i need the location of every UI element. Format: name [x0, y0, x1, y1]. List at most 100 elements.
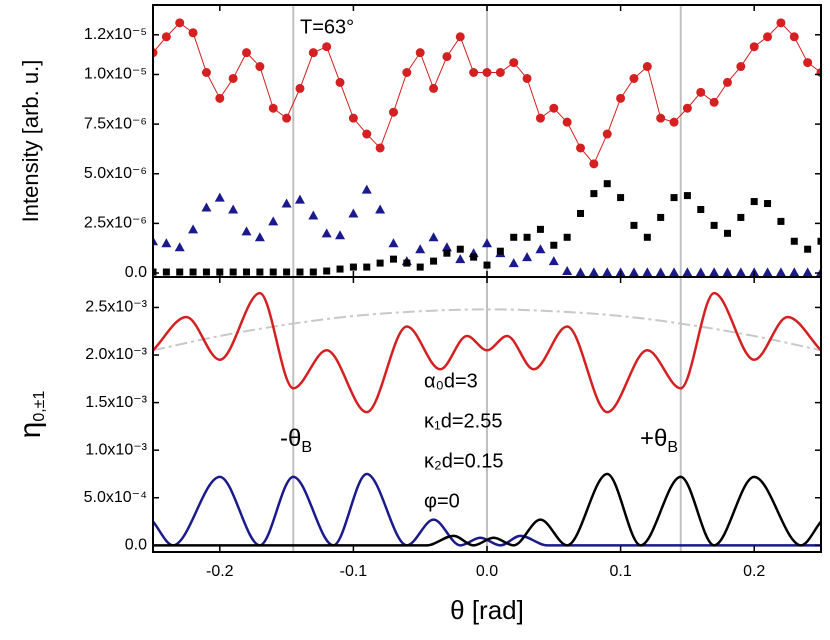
- point: [228, 204, 239, 214]
- theta-label-sub: B: [301, 439, 312, 456]
- point: [522, 252, 533, 262]
- point: [750, 198, 758, 206]
- point: [388, 107, 398, 117]
- y-tick-label: 5.0x10⁻⁶: [84, 165, 147, 182]
- point: [789, 32, 799, 42]
- point: [161, 32, 171, 42]
- point: [764, 200, 772, 208]
- point: [722, 267, 733, 277]
- point: [282, 113, 292, 123]
- point: [469, 68, 479, 78]
- point: [174, 242, 185, 252]
- point: [655, 267, 666, 277]
- point: [243, 268, 251, 276]
- series-line: [153, 308, 821, 352]
- point: [817, 237, 821, 245]
- point: [802, 267, 813, 277]
- point: [722, 77, 732, 87]
- y-tick-label: 0.0: [125, 537, 147, 554]
- point: [308, 48, 318, 58]
- point: [455, 254, 466, 264]
- point: [710, 221, 718, 229]
- x-axis-label: θ [rad]: [450, 595, 524, 625]
- point: [775, 267, 786, 277]
- point: [416, 263, 424, 271]
- point: [323, 267, 331, 275]
- point: [642, 62, 652, 72]
- point: [153, 236, 158, 246]
- point: [254, 232, 265, 242]
- y-tick-label: 1.2x10⁻⁵: [84, 26, 147, 43]
- point: [510, 233, 518, 241]
- point: [562, 117, 572, 127]
- theta-label: +θB: [640, 425, 678, 456]
- point: [376, 259, 384, 267]
- point: [283, 268, 291, 276]
- point: [804, 245, 812, 253]
- point: [256, 268, 264, 276]
- annotation: φ=0: [424, 490, 460, 512]
- theta-label-sub: B: [667, 439, 678, 456]
- point: [443, 249, 451, 257]
- point: [201, 68, 211, 78]
- point: [709, 267, 720, 277]
- point: [548, 256, 559, 266]
- point: [749, 42, 759, 52]
- x-tick-label: 0.2: [743, 563, 765, 580]
- point: [629, 73, 639, 83]
- point: [241, 226, 252, 236]
- point: [576, 143, 586, 153]
- y-tick-label: 5.0x10⁻⁴: [84, 489, 147, 506]
- point: [389, 255, 397, 263]
- point: [228, 73, 238, 83]
- x-tick-label: 0.1: [609, 563, 631, 580]
- point: [296, 268, 304, 276]
- point: [281, 198, 292, 208]
- point: [588, 267, 599, 277]
- point: [509, 58, 519, 68]
- point: [415, 244, 426, 254]
- point: [361, 184, 372, 194]
- point: [403, 259, 411, 267]
- point: [349, 263, 357, 271]
- theta-label-text: +θ: [640, 425, 667, 452]
- point: [762, 267, 773, 277]
- annotation: κ₁d=2.55: [424, 410, 502, 432]
- point: [415, 48, 425, 58]
- point: [628, 267, 639, 277]
- point: [508, 258, 519, 268]
- y-axis-label: Intensity [arb. u.]: [18, 60, 43, 223]
- point: [189, 268, 197, 276]
- x-tick-label: -0.1: [340, 563, 368, 580]
- point: [590, 190, 598, 198]
- point: [563, 233, 571, 241]
- y-tick-label: 2.5x10⁻⁶: [84, 215, 147, 232]
- point: [602, 129, 612, 139]
- point: [294, 194, 305, 204]
- point: [577, 209, 585, 217]
- series-line: [153, 472, 821, 547]
- point: [335, 77, 345, 87]
- point: [153, 48, 158, 58]
- point: [483, 261, 491, 269]
- y-tick-label: 2.0x10⁻³: [85, 346, 147, 363]
- point: [790, 237, 798, 245]
- point: [309, 268, 317, 276]
- x-tick-label: -0.2: [206, 563, 234, 580]
- point: [603, 180, 611, 188]
- point: [321, 228, 332, 238]
- point: [201, 202, 212, 212]
- point: [735, 267, 746, 277]
- point: [242, 48, 252, 58]
- point: [429, 83, 439, 93]
- annotation: κ₂d=0.15: [424, 450, 504, 472]
- annotation: T=63°: [300, 16, 354, 38]
- y-tick-label: 0.0: [125, 264, 147, 281]
- point: [188, 224, 199, 234]
- point: [363, 263, 371, 271]
- point: [482, 68, 492, 78]
- point: [535, 244, 546, 254]
- point: [683, 192, 691, 200]
